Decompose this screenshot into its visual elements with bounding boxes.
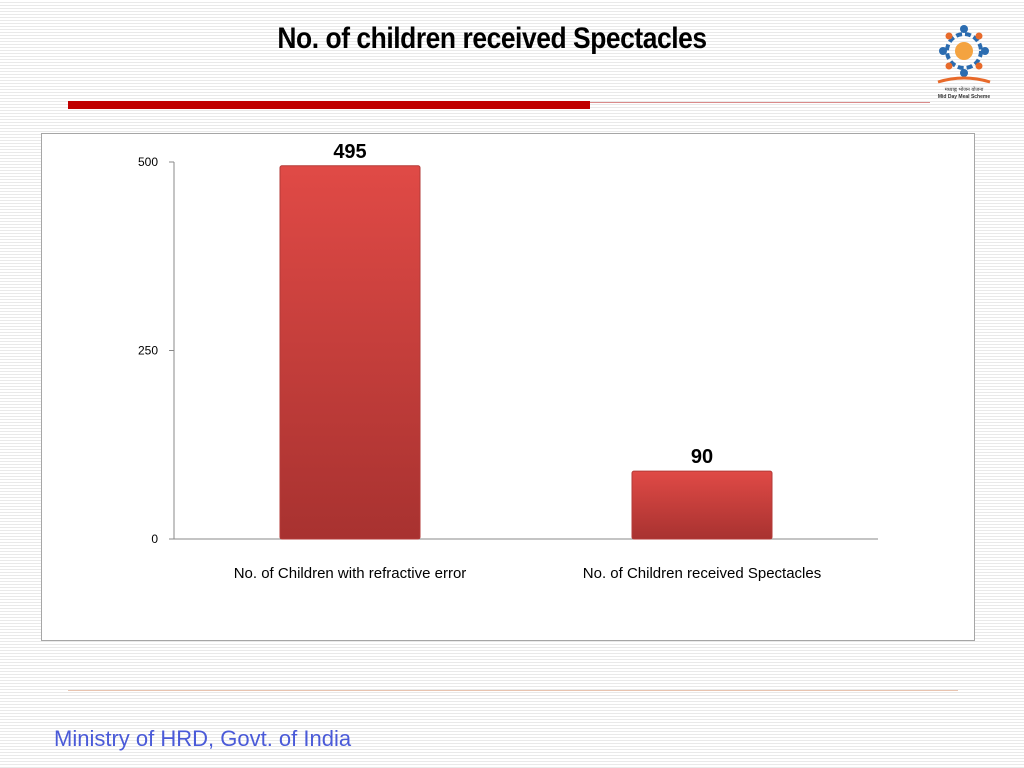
footer-text: Ministry of HRD, Govt. of India bbox=[54, 726, 352, 751]
y-tick-label: 500 bbox=[138, 155, 158, 169]
bar bbox=[631, 470, 773, 540]
data-label: 90 bbox=[691, 446, 713, 468]
footer-divider bbox=[68, 690, 958, 691]
bar-chart: 0 250 500 495 No. of Children with refractiv… bbox=[138, 141, 878, 582]
logo-text-english: Mid Day Meal Scheme bbox=[938, 94, 990, 100]
data-label: 495 bbox=[333, 141, 366, 163]
chart-frame: 0 250 500 495 No. of Children with refractiv… bbox=[41, 133, 975, 641]
slide-title: No. of children received Spectacles bbox=[277, 22, 707, 55]
bar bbox=[279, 165, 421, 540]
y-tick-label: 250 bbox=[138, 344, 158, 358]
y-tick-label: 0 bbox=[151, 532, 158, 546]
x-tick-label: No. of Children received Spectacles bbox=[583, 565, 821, 582]
logo-text-hindi: मध्याह्न भोजन योजना bbox=[945, 86, 984, 93]
title-accent-line bbox=[590, 102, 930, 103]
x-tick-label: No. of Children with refractive error bbox=[234, 565, 467, 582]
mid-day-meal-logo: मध्याह्न भोजन योजना Mid Day Meal Scheme bbox=[928, 18, 1000, 104]
title-accent-bar bbox=[68, 101, 590, 109]
